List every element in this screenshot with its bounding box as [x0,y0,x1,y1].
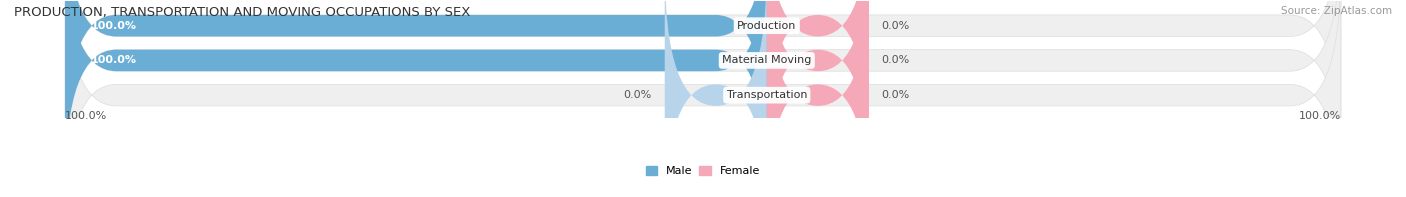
FancyBboxPatch shape [665,0,766,197]
Text: Source: ZipAtlas.com: Source: ZipAtlas.com [1281,6,1392,16]
Text: 100.0%: 100.0% [90,55,136,65]
FancyBboxPatch shape [65,0,1341,197]
Text: Transportation: Transportation [727,90,807,100]
Text: 0.0%: 0.0% [882,55,910,65]
Text: 0.0%: 0.0% [882,21,910,31]
FancyBboxPatch shape [65,0,1341,189]
Text: PRODUCTION, TRANSPORTATION AND MOVING OCCUPATIONS BY SEX: PRODUCTION, TRANSPORTATION AND MOVING OC… [14,6,471,19]
Text: Production: Production [737,21,796,31]
FancyBboxPatch shape [65,0,766,154]
FancyBboxPatch shape [766,0,869,197]
FancyBboxPatch shape [65,0,1341,154]
FancyBboxPatch shape [766,0,869,189]
Text: 0.0%: 0.0% [624,90,652,100]
FancyBboxPatch shape [766,0,869,154]
Text: 100.0%: 100.0% [1299,111,1341,121]
Text: Material Moving: Material Moving [723,55,811,65]
FancyBboxPatch shape [65,0,766,189]
Legend: Male, Female: Male, Female [647,166,759,176]
Text: 100.0%: 100.0% [90,21,136,31]
Text: 100.0%: 100.0% [65,111,107,121]
Text: 0.0%: 0.0% [882,90,910,100]
